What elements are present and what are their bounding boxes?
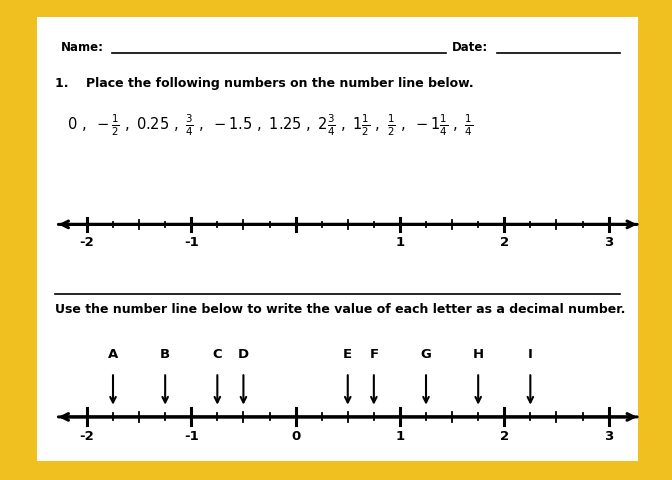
Text: 2: 2 (500, 430, 509, 443)
Text: 0: 0 (291, 430, 300, 443)
Text: Use the number line below to write the value of each letter as a decimal number.: Use the number line below to write the v… (55, 303, 626, 316)
Text: F: F (370, 348, 378, 361)
Text: 3: 3 (604, 430, 614, 443)
Text: 1: 1 (395, 430, 405, 443)
Text: H: H (472, 348, 484, 361)
Text: B: B (160, 348, 170, 361)
Text: E: E (343, 348, 352, 361)
Text: D: D (238, 348, 249, 361)
Text: I: I (528, 348, 533, 361)
Text: 1.    Place the following numbers on the number line below.: 1. Place the following numbers on the nu… (55, 77, 474, 90)
Text: $0\ ,\ -\frac{1}{2}\ ,\ 0.25\ ,\ \frac{3}{4}\ ,\ -1.5\ ,\ 1.25\ ,\ 2\frac{3}{4}\: $0\ ,\ -\frac{1}{2}\ ,\ 0.25\ ,\ \frac{3… (67, 112, 474, 138)
Text: G: G (421, 348, 431, 361)
Text: A: A (108, 348, 118, 361)
Text: -1: -1 (184, 430, 199, 443)
Text: 1: 1 (395, 236, 405, 249)
Text: 3: 3 (604, 236, 614, 249)
Text: -2: -2 (79, 430, 94, 443)
Text: -2: -2 (79, 236, 94, 249)
Text: C: C (212, 348, 222, 361)
Text: -1: -1 (184, 236, 199, 249)
Text: Name:: Name: (61, 41, 104, 54)
Text: Date:: Date: (452, 41, 488, 54)
Text: 2: 2 (500, 236, 509, 249)
